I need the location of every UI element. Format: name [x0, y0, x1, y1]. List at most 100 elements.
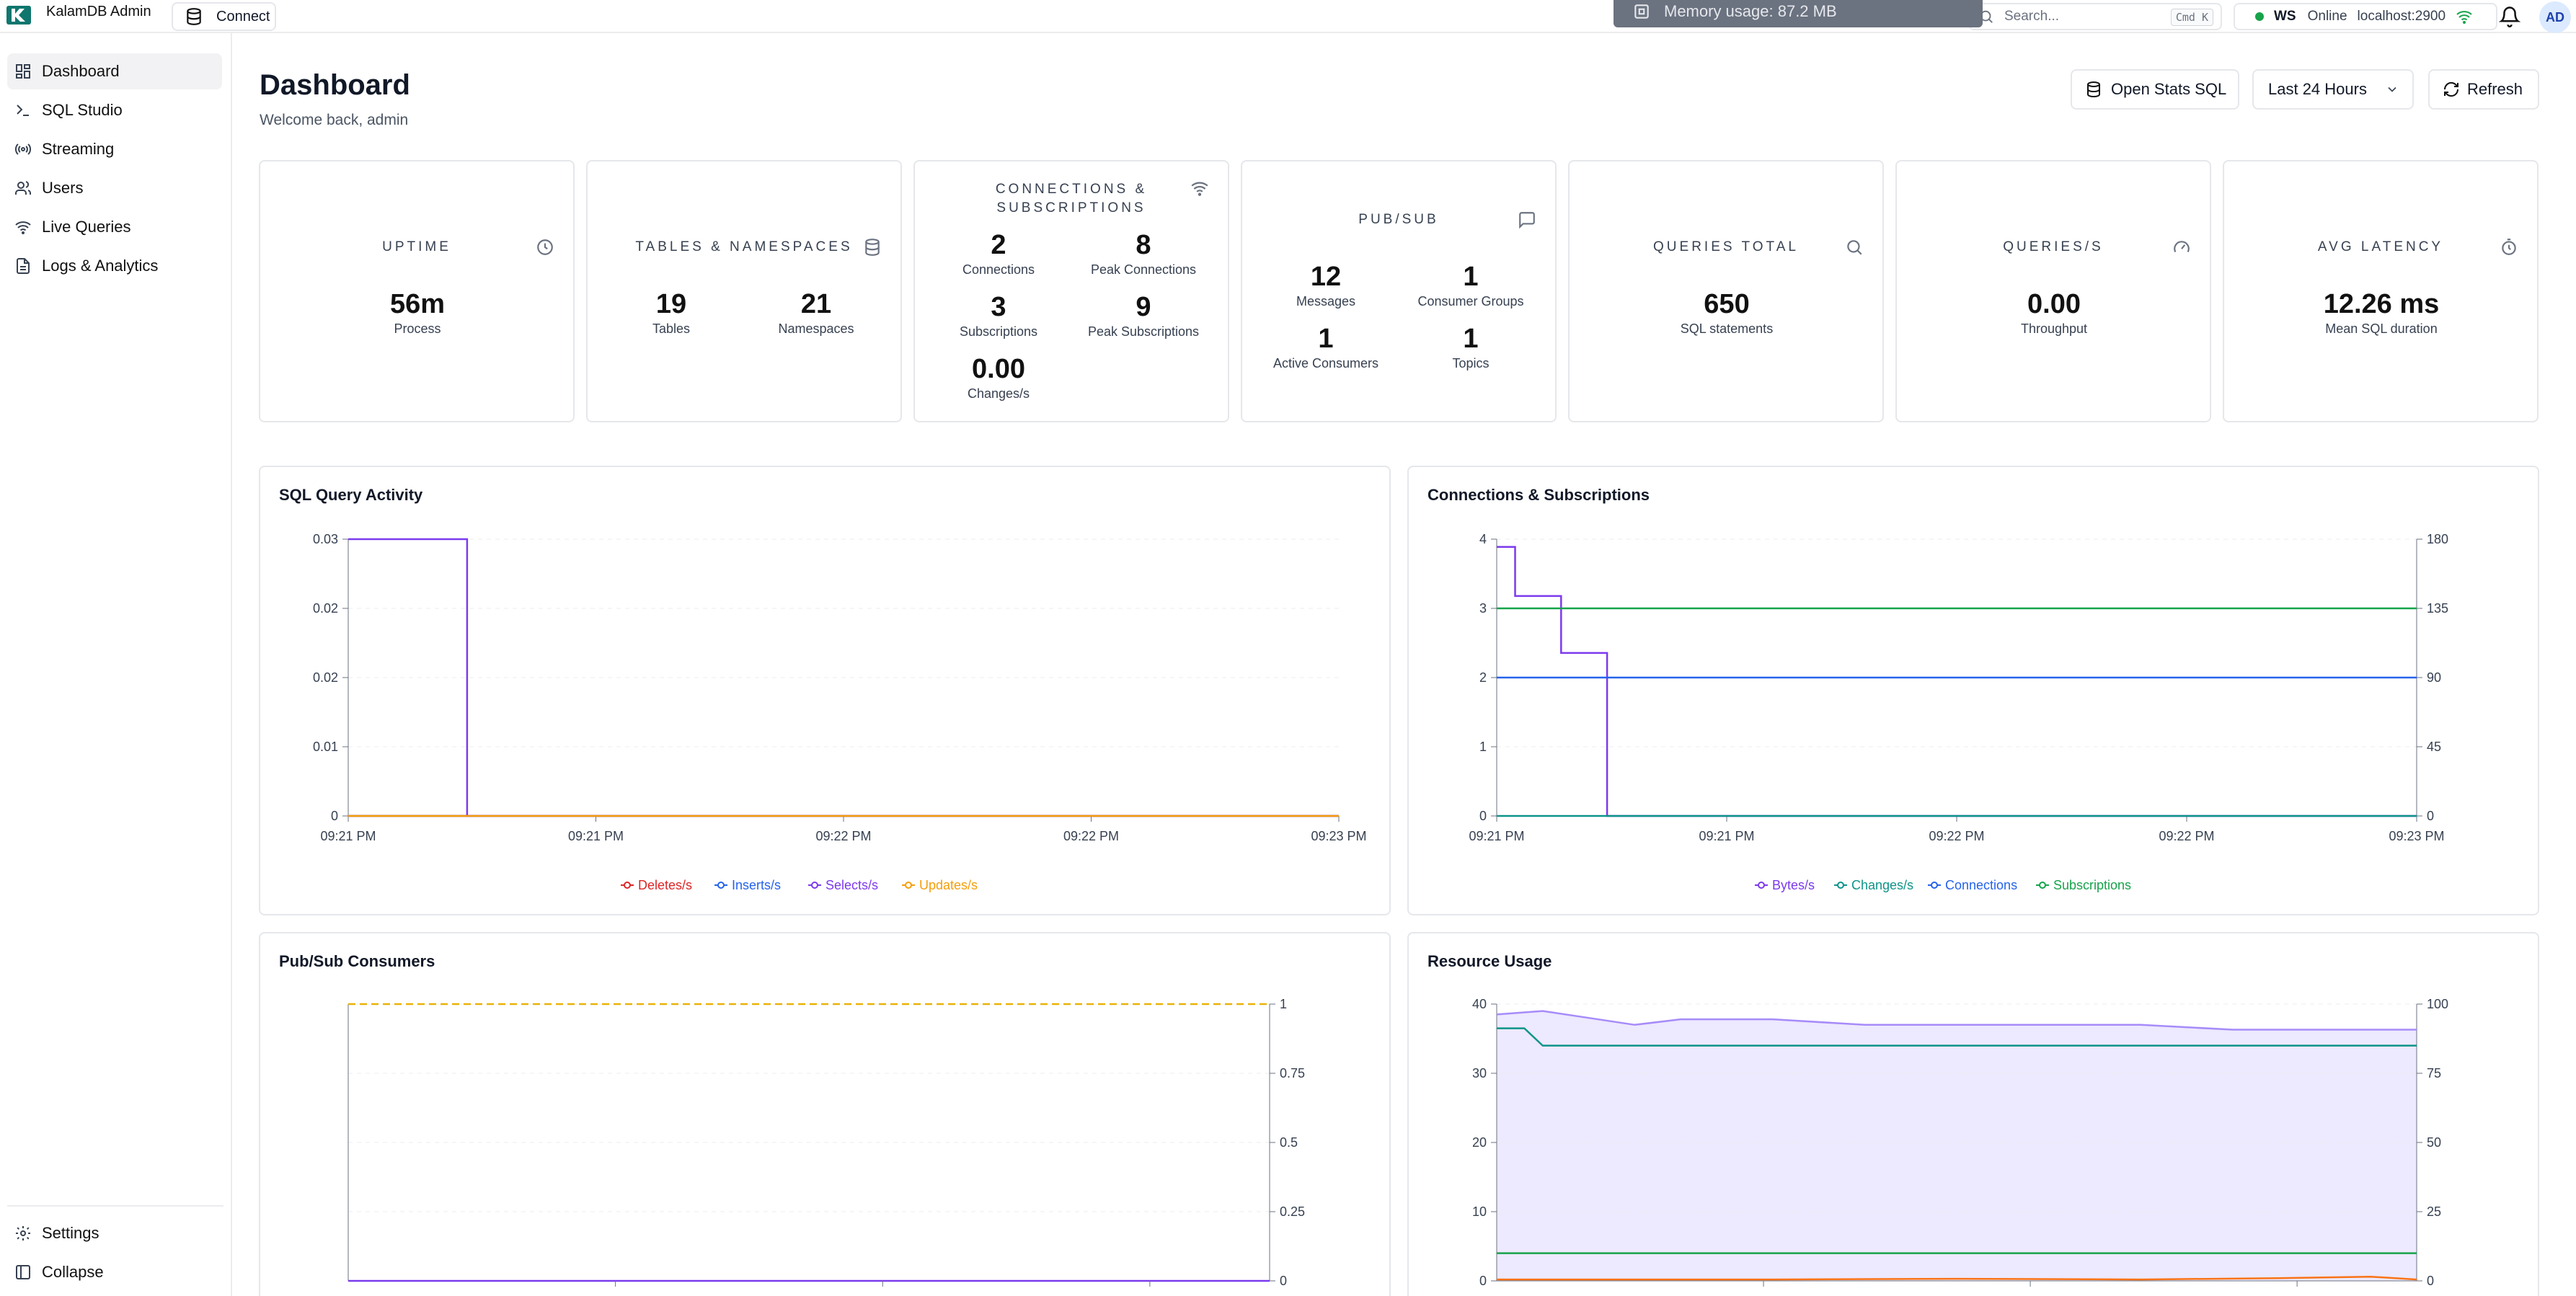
sidebar-item-label: Streaming: [42, 140, 115, 158]
panel-left-icon: [16, 1265, 30, 1279]
sidebar-item-label: Logs & Analytics: [42, 257, 159, 275]
connections-subscriptions-card: CONNECTIONS & SUBSCRIPTIONS 2 Connection…: [913, 160, 1229, 422]
stat-value: 8: [1136, 230, 1151, 260]
avatar[interactable]: AD: [2539, 1, 2571, 33]
brand[interactable]: [6, 4, 35, 26]
protocol-label: WS: [2274, 9, 2296, 24]
stat-label: Consumer Groups: [1417, 294, 1524, 309]
x-tick-label: 09:21 PM: [568, 829, 624, 843]
y-tick-right-label: 50: [2427, 1135, 2441, 1150]
y-tick-label: 40: [1472, 997, 1487, 1011]
stat-label: Tables: [652, 321, 691, 336]
legend-marker: [811, 882, 818, 889]
card-title: TABLES & NAMESPACES: [635, 239, 853, 254]
y-tick-label: 0.02: [313, 601, 338, 616]
y-tick-label: 20: [1472, 1135, 1487, 1150]
card-title: AVG LATENCY: [2317, 239, 2444, 254]
resource-usage-panel: Resource Usage 0 0 10 25 20 50 30 75 40 100: [1407, 932, 2539, 1296]
legend-marker: [624, 882, 631, 889]
sidebar-item-streaming[interactable]: Streaming: [7, 131, 222, 167]
open-stats-sql-button[interactable]: Open Stats SQL: [2071, 69, 2239, 110]
topics-stat: 1 Topics: [1399, 323, 1543, 372]
sidebar-item-sql-studio[interactable]: SQL Studio: [7, 92, 222, 128]
y-tick-label: 0: [331, 809, 338, 823]
stat-label: Active Consumers: [1272, 356, 1379, 370]
sidebar-item-label: Dashboard: [42, 62, 120, 80]
connections-subscriptions-chart: 0 0 1 45 2 90 3 135 4 180 09:21 PM 09:21 PM 09:22 PM…: [1469, 532, 2448, 892]
top-bar: KalamDB Admin Connect Search... Cmd K WS…: [0, 0, 2576, 33]
legend-item: Deletes/s: [638, 878, 692, 892]
sidebar-item-dashboard[interactable]: Dashboard: [7, 53, 222, 89]
tables-stat: 19 Tables: [599, 288, 743, 337]
x-tick-label: 09:21 PM: [1469, 829, 1524, 843]
connections-stat: 2 Connections: [926, 229, 1071, 278]
x-tick-label: 09:21 PM: [1699, 829, 1754, 843]
radio-icon: [14, 143, 32, 155]
sidebar: Dashboard SQL Studio Streaming Users Liv…: [0, 33, 232, 1296]
pubsub-card: PUB/SUB 12 Messages 1 Consumer Groups 1 …: [1241, 160, 1557, 422]
time-range-label: Last 24 Hours: [2268, 80, 2367, 98]
search-shortcut: Cmd K: [2170, 9, 2213, 26]
file-icon: [17, 258, 30, 274]
stat-value: 0.00: [2027, 289, 2081, 319]
y-tick-label: 0: [1479, 1274, 1487, 1288]
y-tick-right-label: 0: [2427, 1274, 2434, 1288]
sidebar-item-logs-analytics[interactable]: Logs & Analytics: [7, 248, 222, 284]
time-range-select[interactable]: Last 24 Hours: [2252, 69, 2414, 110]
y-tick-right-label: 0: [1280, 1274, 1287, 1288]
sidebar-item-settings[interactable]: Settings: [7, 1215, 222, 1251]
series-line-cpu: [1497, 1027, 2417, 1047]
y-tick-right-label: 45: [2427, 740, 2441, 754]
x-tick-label: 09:23 PM: [2389, 829, 2444, 843]
connections-subscriptions-panel: Connections & Subscriptions 0 0 1 45 2 90 3 135…: [1407, 466, 2539, 915]
sidebar-item-users[interactable]: Users: [7, 170, 222, 206]
legend-item: Changes/s: [1851, 878, 1913, 892]
peak-subscriptions-stat: 9 Peak Subscriptions: [1071, 291, 1216, 340]
consumer-groups-stat: 1 Consumer Groups: [1399, 261, 1543, 310]
stat-label: Peak Subscriptions: [1087, 324, 1200, 339]
queries-per-second-card: QUERIES/S 0.00 Throughput: [1895, 160, 2211, 422]
search-icon: [1847, 240, 1862, 255]
bell-icon[interactable]: [2499, 6, 2520, 27]
legend-item: Selects/s: [826, 878, 878, 892]
refresh-icon: [2443, 81, 2459, 97]
memory-icon: [1634, 4, 1649, 19]
sidebar-item-label: Settings: [42, 1224, 99, 1242]
chevron-down-icon: [2388, 86, 2396, 92]
sidebar-collapse-button[interactable]: Collapse: [7, 1254, 222, 1290]
y-tick-right-label: 75: [2427, 1066, 2441, 1080]
y-tick-label: 1: [1479, 740, 1487, 754]
peak-connections-stat: 8 Peak Connections: [1071, 229, 1216, 278]
y-tick-label: 10: [1472, 1204, 1487, 1219]
y-tick-label: 4: [1479, 532, 1487, 546]
connect-button[interactable]: Connect: [172, 2, 276, 31]
connection-host: localhost:2900: [2357, 9, 2446, 24]
sql-query-activity-panel: SQL Query Activity 0 0.01 0.02 0.02 0.03 09:2…: [259, 466, 1391, 915]
stat-value: 21: [800, 289, 832, 319]
refresh-button[interactable]: Refresh: [2428, 69, 2539, 110]
y-tick-right-label: 100: [2427, 997, 2448, 1011]
resource-usage-chart: 0 0 10 25 20 50 30 75 40 100: [1472, 997, 2448, 1288]
sidebar-item-label: Live Queries: [42, 218, 131, 236]
sidebar-item-live-queries[interactable]: Live Queries: [7, 209, 222, 245]
y-tick-right-label: 90: [2427, 670, 2441, 685]
connection-status[interactable]: WS Online localhost:2900: [2234, 3, 2497, 30]
stat-label: Connections: [962, 262, 1035, 277]
terminal-icon: [17, 105, 29, 116]
tables-namespaces-card: TABLES & NAMESPACES 19 Tables 21 Namespa…: [586, 160, 902, 422]
database-icon: [187, 8, 201, 25]
uptime-card: UPTIME 56m Process: [259, 160, 575, 422]
stat-value: 12.26 ms: [2323, 289, 2440, 319]
stat-value: 9: [1136, 292, 1151, 322]
panel-title: Pub/Sub Consumers: [279, 952, 435, 970]
stat-label: Peak Connections: [1090, 262, 1197, 277]
active-consumers-stat: 1 Active Consumers: [1254, 323, 1398, 372]
pubsub-consumers-chart: 0 0.25 0.5 0.75 1: [348, 997, 1305, 1288]
y-tick-right-label: 25: [2427, 1204, 2441, 1219]
y-tick-right-label: 0: [2427, 809, 2434, 823]
stat-label: SQL statements: [1680, 321, 1774, 336]
avg-latency-stat: 12.26 ms Mean SQL duration: [2309, 288, 2453, 337]
legend-item: Inserts/s: [732, 878, 781, 892]
search-input[interactable]: Search... Cmd K: [1968, 3, 2222, 30]
x-tick-label: 09:21 PM: [320, 829, 376, 843]
